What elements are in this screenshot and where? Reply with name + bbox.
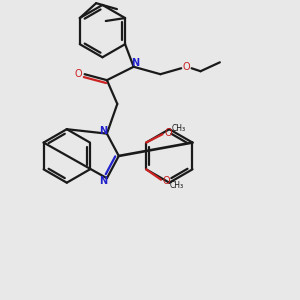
Text: O: O — [164, 128, 172, 138]
Text: O: O — [183, 62, 190, 72]
Text: N: N — [99, 176, 107, 186]
Text: O: O — [74, 69, 82, 79]
Text: CH₃: CH₃ — [169, 181, 184, 190]
Text: O: O — [163, 176, 170, 186]
Text: N: N — [131, 58, 139, 68]
Text: CH₃: CH₃ — [172, 124, 186, 134]
Text: N: N — [99, 126, 107, 136]
